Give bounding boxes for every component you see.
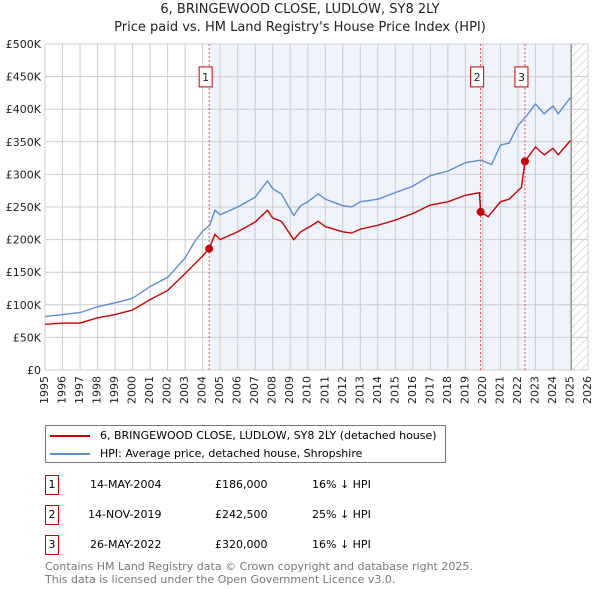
footer-line: This data is licensed under the Open Gov…: [45, 573, 396, 586]
x-tick-label: 1995: [38, 376, 51, 404]
sale-hpi-diff: 16% ↓ HPI: [312, 478, 371, 491]
y-tick-label: £50K: [13, 331, 42, 344]
sale-label: 2: [474, 71, 481, 84]
sale-row: 3 26-MAY-2022 £320,000 16% ↓ HPI: [45, 535, 465, 555]
sale-label-box: [470, 66, 485, 88]
legend-item-hpi: HPI: Average price, detached house, Shro…: [50, 445, 437, 462]
x-tick-label: 2014: [371, 376, 384, 404]
sale-label: 3: [518, 71, 525, 84]
footer: Contains HM Land Registry data © Crown c…: [45, 560, 473, 586]
sale-date: 14-NOV-2019: [88, 508, 162, 521]
x-tick-label: 2016: [406, 376, 419, 404]
x-tick-label: 2021: [493, 376, 506, 404]
x-tick-label: 1997: [73, 376, 86, 404]
legend-swatch-red: [50, 434, 90, 437]
sale-point: [520, 157, 529, 166]
sale-price: £242,500: [215, 508, 268, 521]
x-tick-label: 1996: [56, 376, 69, 404]
x-tick-label: 2003: [178, 376, 191, 404]
sale-point: [205, 244, 214, 253]
series-line: [44, 97, 572, 318]
x-tick-label: 2013: [353, 376, 366, 404]
x-tick-label: 2002: [161, 376, 174, 404]
legend-label: HPI: Average price, detached house, Shro…: [100, 446, 363, 460]
sale-hpi-diff: 16% ↓ HPI: [312, 538, 371, 551]
x-tick-label: 2006: [231, 376, 244, 404]
legend-swatch-blue: [50, 452, 90, 455]
x-tick-label: 2024: [546, 376, 559, 404]
legend: 6, BRINGEWOOD CLOSE, LUDLOW, SY8 2LY (de…: [45, 425, 446, 463]
sale-price: £186,000: [215, 478, 268, 491]
y-tick-label: £250K: [6, 201, 42, 214]
legend-label: 6, BRINGEWOOD CLOSE, LUDLOW, SY8 2LY (de…: [100, 428, 437, 442]
series-line: [44, 140, 572, 326]
y-tick-label: £100K: [6, 299, 42, 312]
legend-item-property: 6, BRINGEWOOD CLOSE, LUDLOW, SY8 2LY (de…: [50, 427, 437, 444]
y-tick-label: £400K: [6, 103, 42, 116]
sale-price: £320,000: [215, 538, 268, 551]
x-tick-label: 2018: [441, 376, 454, 404]
sale-point: [476, 207, 485, 216]
sale-row: 2 14-NOV-2019 £242,500 25% ↓ HPI: [45, 505, 465, 525]
x-tick-label: 2000: [126, 376, 139, 404]
y-tick-label: £0: [27, 364, 41, 377]
chart-subtitle: Price paid vs. HM Land Registry's House …: [114, 20, 486, 35]
x-tick-label: 2017: [423, 376, 436, 404]
sale-date: 26-MAY-2022: [90, 538, 162, 551]
sale-label: 1: [202, 71, 209, 84]
y-tick-label: £150K: [6, 266, 42, 279]
x-tick-label: 2008: [266, 376, 279, 404]
price-chart: 1995 1996 1997 1998 1999 2000 2001 2002 2003 2004…: [6, 38, 594, 404]
sale-number: 3: [45, 535, 59, 555]
y-tick-label: £350K: [6, 136, 42, 149]
x-tick-label: 2005: [213, 376, 226, 404]
x-tick-label: 2026: [581, 376, 594, 404]
y-tick-label: £300K: [6, 168, 42, 181]
x-tick-label: 2023: [528, 376, 541, 404]
y-tick-label: £500K: [6, 38, 42, 51]
sale-date: 14-MAY-2004: [90, 478, 162, 491]
x-tick-label: 2011: [318, 376, 331, 404]
x-tick-label: 2009: [283, 376, 296, 404]
x-tick-label: 2001: [143, 376, 156, 404]
x-tick-label: 2004: [196, 376, 209, 404]
sale-label-box: [198, 66, 213, 88]
y-tick-label: £450K: [6, 71, 42, 84]
sale-label-box: [514, 66, 529, 88]
x-tick-label: 2025: [563, 376, 576, 404]
sale-number: 2: [45, 505, 59, 525]
sale-row: 1 14-MAY-2004 £186,000 16% ↓ HPI: [45, 475, 465, 495]
y-tick-label: £200K: [6, 234, 42, 247]
x-tick-label: 2022: [511, 376, 524, 404]
sale-number: 1: [45, 475, 59, 495]
x-tick-label: 2010: [301, 376, 314, 404]
sale-hpi-diff: 25% ↓ HPI: [312, 508, 371, 521]
x-tick-label: 1999: [108, 376, 121, 404]
chart-title: 6, BRINGEWOOD CLOSE, LUDLOW, SY8 2LY: [160, 2, 440, 17]
x-tick-label: 2012: [336, 376, 349, 404]
footer-line: Contains HM Land Registry data © Crown c…: [45, 560, 473, 573]
x-tick-label: 1998: [91, 376, 104, 404]
x-tick-label: 2007: [248, 376, 261, 404]
x-tick-label: 2019: [458, 376, 471, 404]
x-tick-label: 2015: [388, 376, 401, 404]
x-tick-label: 2020: [476, 376, 489, 404]
